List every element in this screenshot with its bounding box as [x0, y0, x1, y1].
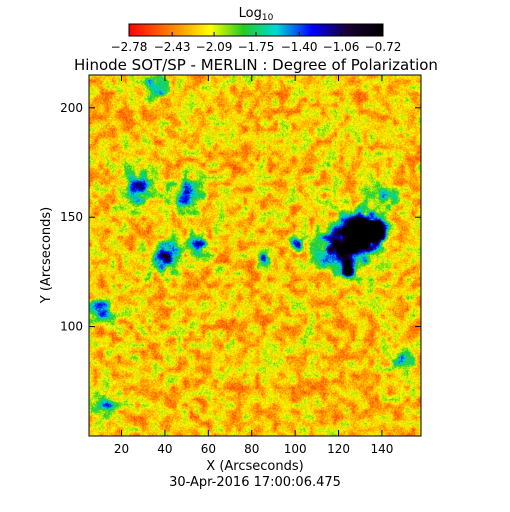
x-axis-label: X (Arcseconds) [206, 459, 303, 474]
x-tick-label: 80 [244, 442, 259, 456]
timestamp: 30-Apr-2016 17:00:06.475 [169, 475, 341, 490]
y-tick-label: 200 [60, 101, 83, 115]
colorbar-label: Log10 [239, 6, 274, 23]
colorbar-ticks: −2.78 −2.43 −2.09 −1.75 −1.40 −1.06 −0.72 [111, 32, 402, 54]
y-tick-label: 100 [60, 320, 83, 334]
x-axis-ticks: 20 40 60 80 100 120 140 [114, 75, 393, 456]
y-axis-label: Y (Arcseconds) [39, 207, 54, 304]
plot-frame [88, 74, 422, 437]
colorbar-tick-label: −1.06 [323, 40, 360, 54]
x-tick-label: 40 [157, 442, 172, 456]
colorbar-tick-label: −2.78 [111, 40, 148, 54]
x-tick-label: 140 [370, 442, 393, 456]
chart-title: Hinode SOT/SP - MERLIN : Degree of Polar… [74, 56, 438, 74]
y-axis-ticks: 100 150 200 [60, 101, 421, 334]
colorbar-tick-label: −2.43 [154, 40, 191, 54]
x-tick-label: 100 [284, 442, 307, 456]
colorbar-tick-label: −2.09 [196, 40, 233, 54]
x-tick-label: 20 [114, 442, 129, 456]
colorbar-tick-label: −0.72 [365, 40, 402, 54]
y-tick-label: 150 [60, 210, 83, 224]
heatmap-image [89, 75, 421, 436]
x-tick-label: 120 [327, 442, 350, 456]
plot-area: 20 40 60 80 100 120 140 100 150 200 [60, 74, 422, 456]
colorbar-tick-label: −1.40 [281, 40, 318, 54]
x-tick-label: 60 [201, 442, 216, 456]
colorbar-tick-label: −1.75 [238, 40, 275, 54]
